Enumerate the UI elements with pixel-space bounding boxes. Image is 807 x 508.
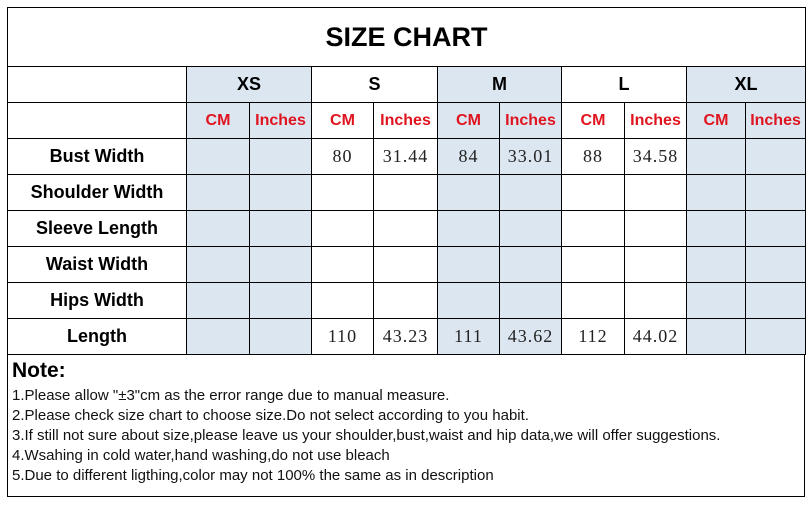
value-cell — [249, 246, 312, 283]
value-cell — [624, 174, 687, 211]
table-row: Bust Width 80 31.44 84 33.01 88 34.58 — [7, 138, 807, 175]
value-cell — [373, 210, 438, 247]
value-cell — [311, 282, 374, 319]
measurement-label: Length — [7, 318, 187, 355]
measurement-label: Bust Width — [7, 138, 187, 175]
note-item: 5.Due to different ligthing,color may no… — [12, 467, 494, 484]
measurement-label: Waist Width — [7, 246, 187, 283]
note-item: 1.Please allow "±3"cm as the error range… — [12, 387, 450, 404]
value-cell — [186, 282, 250, 319]
value-cell — [311, 210, 374, 247]
size-table: SIZE CHART XS S M L XL CM Inches CM Inches CM Inc… — [6, 7, 807, 355]
unit-header: CM — [186, 102, 250, 139]
notes-section: Note: 1.Please allow "±3"cm as the error… — [7, 355, 805, 497]
value-cell: 110 — [311, 318, 374, 355]
unit-header: CM — [686, 102, 746, 139]
unit-header: Inches — [249, 102, 312, 139]
value-cell — [249, 318, 312, 355]
value-cell — [437, 246, 500, 283]
value-cell — [499, 174, 562, 211]
value-cell — [624, 246, 687, 283]
value-cell: 80 — [311, 138, 374, 175]
value-cell — [437, 174, 500, 211]
unit-header: CM — [437, 102, 500, 139]
note-item: 2.Please check size chart to choose size… — [12, 407, 529, 424]
value-cell — [437, 282, 500, 319]
value-cell — [437, 210, 500, 247]
value-cell — [686, 210, 746, 247]
value-cell — [561, 246, 625, 283]
value-cell — [311, 246, 374, 283]
size-header: S — [311, 66, 438, 103]
note-item: 3.If still not sure about size,please le… — [12, 427, 721, 444]
value-cell — [744, 138, 807, 175]
value-cell: 88 — [561, 138, 625, 175]
value-cell — [373, 174, 438, 211]
value-cell — [186, 138, 250, 175]
value-cell — [249, 282, 312, 319]
table-row: Length 110 43.23 111 43.62 112 44.02 — [7, 318, 807, 355]
value-cell — [186, 246, 250, 283]
size-header: XS — [186, 66, 312, 103]
value-cell — [499, 246, 562, 283]
value-cell — [186, 174, 250, 211]
value-cell: 33.01 — [499, 138, 562, 175]
value-cell — [686, 318, 746, 355]
value-cell — [744, 282, 807, 319]
value-cell — [624, 210, 687, 247]
value-cell: 111 — [437, 318, 500, 355]
value-cell — [686, 282, 746, 319]
value-cell — [186, 318, 250, 355]
table-row: Sleeve Length — [7, 210, 807, 247]
value-cell — [624, 282, 687, 319]
value-cell — [186, 210, 250, 247]
value-cell: 34.58 — [624, 138, 687, 175]
table-row: Waist Width — [7, 246, 807, 283]
value-cell — [249, 210, 312, 247]
unit-header: Inches — [499, 102, 562, 139]
value-cell — [686, 174, 746, 211]
table-row: Shoulder Width — [7, 174, 807, 211]
value-cell: 43.62 — [499, 318, 562, 355]
value-cell — [311, 174, 374, 211]
value-cell — [373, 282, 438, 319]
measurement-label: Sleeve Length — [7, 210, 187, 247]
value-cell — [744, 318, 807, 355]
value-cell: 84 — [437, 138, 500, 175]
value-cell — [249, 138, 312, 175]
value-cell: 43.23 — [373, 318, 438, 355]
value-cell — [561, 174, 625, 211]
size-header: L — [561, 66, 687, 103]
size-header: XL — [685, 66, 807, 103]
value-cell — [249, 174, 312, 211]
corner-cell — [7, 102, 187, 139]
value-cell — [373, 246, 438, 283]
unit-header: Inches — [373, 102, 438, 139]
value-cell: 44.02 — [624, 318, 687, 355]
size-chart: SIZE CHART XS S M L XL CM Inches CM Inches CM Inc… — [6, 7, 807, 497]
size-header: M — [437, 66, 562, 103]
note-item: 4.Wsahing in cold water,hand washing,do … — [12, 447, 390, 464]
value-cell: 31.44 — [373, 138, 438, 175]
corner-cell — [7, 66, 187, 103]
value-cell — [686, 138, 746, 175]
measurement-label: Hips Width — [7, 282, 187, 319]
table-row: Hips Width — [7, 282, 807, 319]
unit-header: CM — [561, 102, 625, 139]
value-cell — [561, 210, 625, 247]
notes-heading: Note: — [12, 359, 66, 382]
value-cell — [744, 246, 807, 283]
value-cell — [744, 210, 807, 247]
value-cell — [499, 210, 562, 247]
value-cell — [561, 282, 625, 319]
measurement-label: Shoulder Width — [7, 174, 187, 211]
unit-header: Inches — [624, 102, 687, 139]
page-title: SIZE CHART — [6, 7, 807, 67]
value-cell — [499, 282, 562, 319]
value-cell: 112 — [561, 318, 625, 355]
value-cell — [686, 246, 746, 283]
unit-header: Inches — [744, 102, 807, 139]
value-cell — [744, 174, 807, 211]
unit-header: CM — [311, 102, 374, 139]
